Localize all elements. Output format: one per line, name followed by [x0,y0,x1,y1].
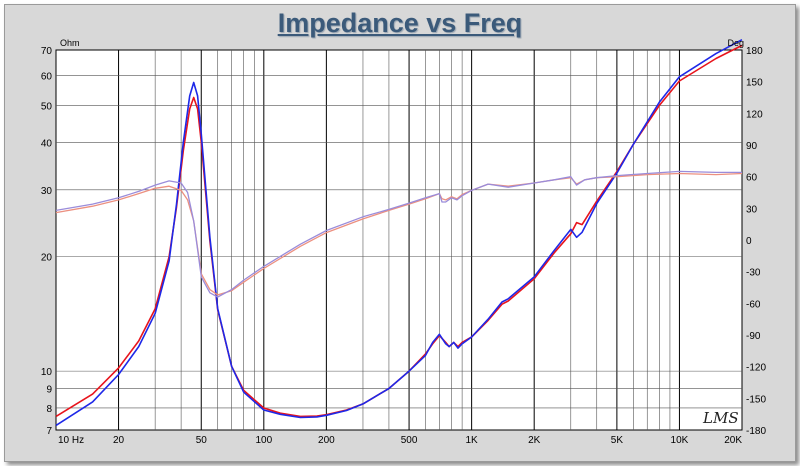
tick-labels: 10 Hz 20 50 100 200 500 1K 2K 5K 10K 20K7891020304… [41,46,767,446]
lms-watermark: LMS [702,409,739,427]
y-right-tick-label: 150 [746,78,763,89]
y-left-tick-label: 7 [46,426,52,437]
right-axis-unit: Deg [727,38,744,48]
y-right-tick-label: 120 [746,109,763,120]
y-right-tick-label: 60 [746,173,758,184]
x-tick-label: 200 [318,435,335,446]
y-left-tick-label: 8 [46,404,52,415]
y-right-tick-label: 180 [746,46,763,57]
y-left-tick-label: 9 [46,385,52,396]
plot-area [55,49,743,431]
y-right-tick-label: 0 [746,236,752,247]
x-tick-label: 1K [466,435,479,446]
y-right-tick-label: -180 [746,426,766,437]
y-right-tick-label: -150 [746,394,766,405]
left-axis-unit: Ohm [60,38,80,48]
x-tick-label: 5K [611,435,624,446]
y-right-tick-label: 90 [746,141,758,152]
y-right-tick-label: -60 [746,299,761,310]
y-left-tick-label: 10 [41,367,53,378]
y-right-tick-label: -30 [746,268,761,279]
x-tick-label: 50 [196,435,208,446]
series-line-phase-blue [55,170,742,298]
y-left-tick-label: 40 [41,138,53,149]
chart-title: Impedance vs Freq [277,8,523,38]
x-tick-label: 500 [401,435,418,446]
y-right-tick-label: -90 [746,331,761,342]
y-left-tick-label: 20 [41,253,53,264]
y-left-tick-label: 70 [41,46,53,57]
x-tick-label: 10K [671,435,689,446]
series-lines [55,38,743,427]
x-tick-label: 10 Hz [58,435,84,446]
y-left-tick-label: 50 [41,102,53,113]
series-line-impedance-blue [55,38,743,427]
x-tick-label: 100 [255,435,272,446]
x-tick-label: 20K [724,435,742,446]
x-tick-label: 20 [113,435,125,446]
y-right-tick-label: 30 [746,204,758,215]
grid [56,50,742,430]
y-left-tick-label: 30 [41,186,53,197]
x-tick-label: 2K [528,435,541,446]
y-right-tick-label: -120 [746,363,766,374]
y-left-tick-label: 60 [41,71,53,82]
